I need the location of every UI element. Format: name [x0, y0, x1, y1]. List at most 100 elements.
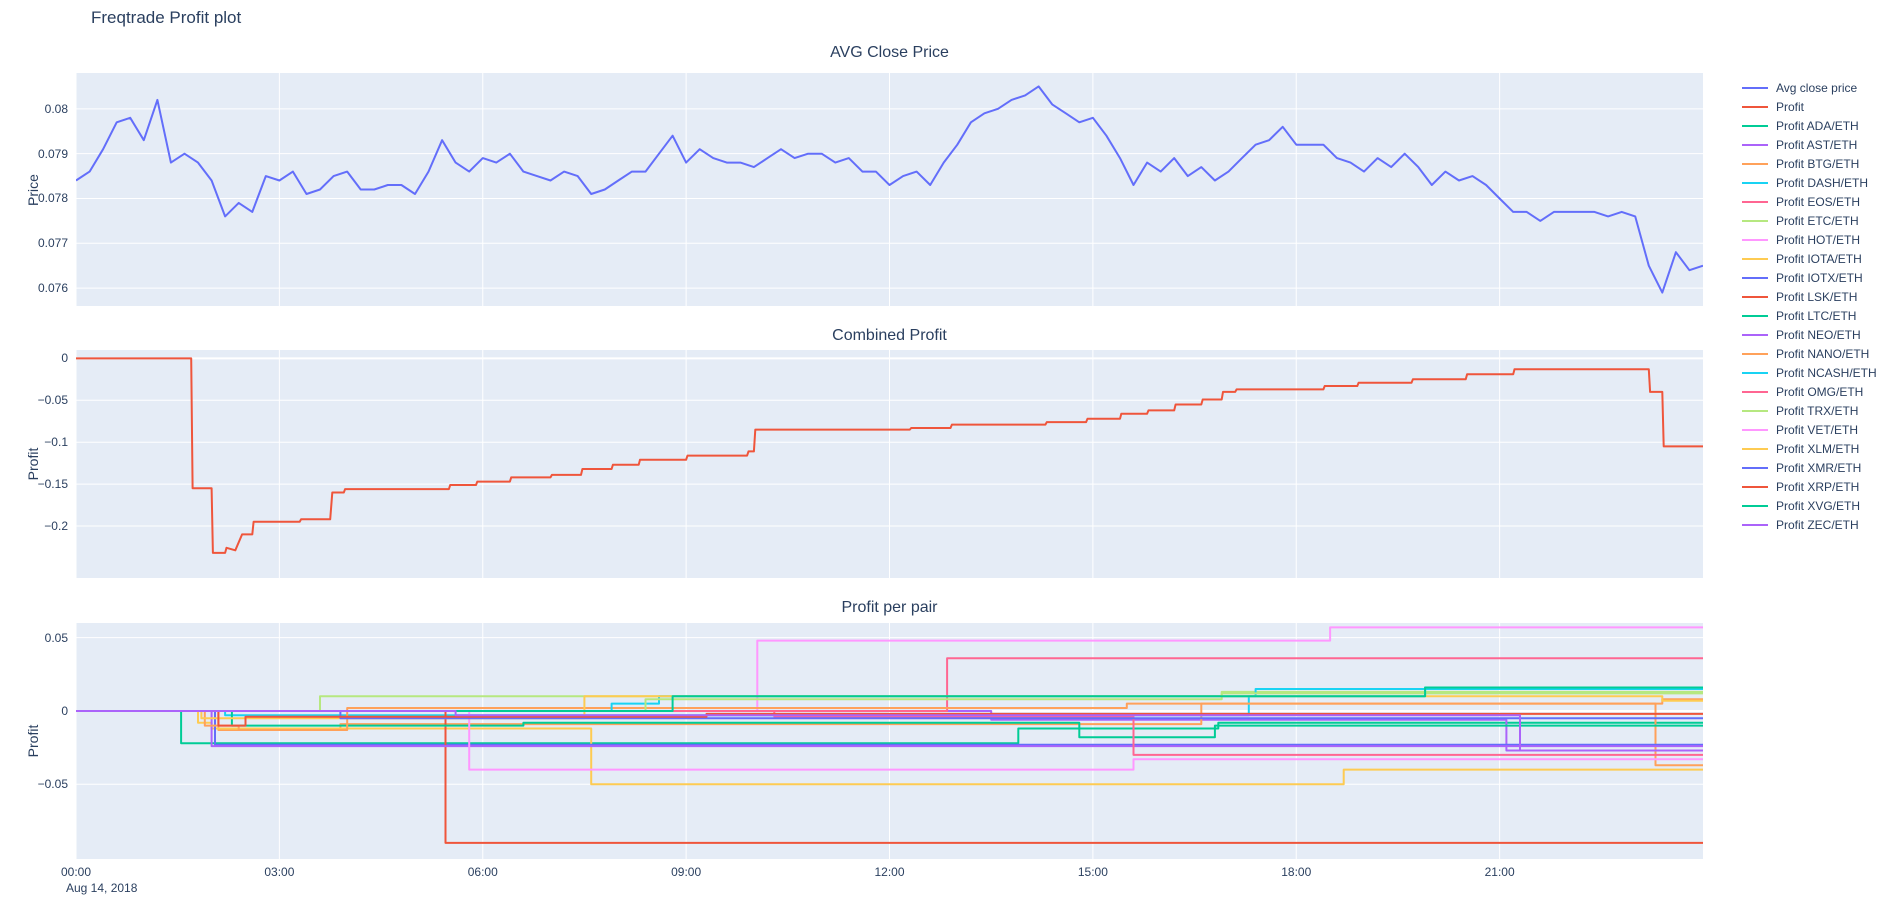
x-tick-label: 00:00 [60, 865, 92, 879]
series-profit [76, 357, 1703, 554]
x-tick-label: 09:00 [671, 865, 702, 879]
y-tick-label: 0 [61, 703, 68, 718]
subplot-title: Combined Profit [832, 327, 947, 344]
legend: Avg close price Profit Profit ADA/ETH Profi… [1742, 78, 1877, 534]
series-profit-iota-eth [76, 710, 1703, 786]
legend-item-label: Profit LSK/ETH [1776, 289, 1858, 304]
legend-line-sample [1742, 295, 1768, 298]
legend-item-label: Profit XRP/ETH [1776, 479, 1860, 494]
legend-line-sample [1742, 181, 1768, 184]
legend-item-label: Profit OMG/ETH [1776, 384, 1864, 399]
legend-line-sample [1742, 105, 1768, 108]
legend-line-sample [1742, 238, 1768, 241]
legend-line-sample [1742, 200, 1768, 203]
legend-item[interactable]: Avg close price [1742, 78, 1877, 97]
y-tick-label: −0.15 [37, 477, 68, 492]
y-tick-label: 0 [61, 351, 68, 366]
x-tick-label: 12:00 [874, 865, 905, 879]
legend-item[interactable]: Profit AST/ETH [1742, 135, 1877, 154]
legend-item[interactable]: Profit BTG/ETH [1742, 154, 1877, 173]
legend-item-label: Profit ZEC/ETH [1776, 517, 1859, 532]
legend-item[interactable]: Profit IOTA/ETH [1742, 249, 1877, 268]
legend-line-sample [1742, 86, 1768, 89]
plot-area-3[interactable] [76, 623, 1703, 859]
legend-line-sample [1742, 257, 1768, 260]
y-tick-label: 0.08 [44, 101, 68, 116]
legend-item-label: Profit HOT/ETH [1776, 232, 1861, 247]
series-profit-ada-eth [76, 710, 1703, 745]
legend-line-sample [1742, 333, 1768, 336]
y-axis-label: Profit [25, 447, 41, 481]
legend-item[interactable]: Profit ADA/ETH [1742, 116, 1877, 135]
x-tick-label: 21:00 [1484, 865, 1515, 879]
legend-item[interactable]: Profit LTC/ETH [1742, 306, 1877, 325]
legend-item-label: Profit LTC/ETH [1776, 308, 1857, 323]
y-tick-label: 0.079 [37, 146, 68, 161]
legend-item[interactable]: Profit NEO/ETH [1742, 325, 1877, 344]
legend-item-label: Profit TRX/ETH [1776, 403, 1859, 418]
legend-item-label: Profit NEO/ETH [1776, 327, 1861, 342]
legend-line-sample [1742, 352, 1768, 355]
y-tick-label: −0.05 [37, 393, 68, 408]
legend-item[interactable]: Profit EOS/ETH [1742, 192, 1877, 211]
y-tick-label: 0.076 [37, 281, 68, 296]
legend-item[interactable]: Profit NCASH/ETH [1742, 363, 1877, 382]
legend-item[interactable]: Profit ETC/ETH [1742, 211, 1877, 230]
legend-item[interactable]: Profit XLM/ETH [1742, 439, 1877, 458]
x-axis-date-label: Aug 14, 2018 [66, 881, 138, 895]
legend-item[interactable]: Profit NANO/ETH [1742, 344, 1877, 363]
legend-line-sample [1742, 485, 1768, 488]
plot-area-2[interactable] [76, 350, 1703, 578]
legend-item[interactable]: Profit [1742, 97, 1877, 116]
legend-item-label: Profit AST/ETH [1776, 137, 1858, 152]
legend-item-label: Profit NCASH/ETH [1776, 365, 1877, 380]
series-profit-zec-eth [76, 710, 1703, 752]
x-tick-label: 03:00 [264, 865, 295, 879]
legend-item-label: Profit XVG/ETH [1776, 498, 1861, 513]
legend-item[interactable]: Profit HOT/ETH [1742, 230, 1877, 249]
legend-item[interactable]: Profit LSK/ETH [1742, 287, 1877, 306]
y-tick-label: 0.078 [37, 191, 68, 206]
legend-item-label: Profit IOTX/ETH [1776, 270, 1863, 285]
legend-item-label: Profit DASH/ETH [1776, 175, 1869, 190]
legend-item[interactable]: Profit XMR/ETH [1742, 458, 1877, 477]
legend-item[interactable]: Profit XVG/ETH [1742, 496, 1877, 515]
legend-item[interactable]: Profit DASH/ETH [1742, 173, 1877, 192]
legend-line-sample [1742, 124, 1768, 127]
legend-item[interactable]: Profit IOTX/ETH [1742, 268, 1877, 287]
legend-item[interactable]: Profit VET/ETH [1742, 420, 1877, 439]
legend-item-label: Profit VET/ETH [1776, 422, 1859, 437]
legend-item-label: Profit XLM/ETH [1776, 441, 1860, 456]
subplot-title: Profit per pair [841, 599, 938, 616]
x-tick-label: 15:00 [1077, 865, 1108, 879]
y-tick-label: −0.1 [44, 435, 68, 450]
legend-item-label: Profit NANO/ETH [1776, 346, 1870, 361]
x-tick-label: 18:00 [1281, 865, 1312, 879]
legend-item-label: Avg close price [1776, 80, 1858, 95]
legend-line-sample [1742, 162, 1768, 165]
legend-line-sample [1742, 371, 1768, 374]
series-avg-close-price [76, 85, 1703, 294]
legend-line-sample [1742, 390, 1768, 393]
legend-item-label: Profit [1776, 99, 1805, 114]
plot-area-1[interactable] [76, 73, 1703, 306]
legend-item-label: Profit ETC/ETH [1776, 213, 1859, 228]
y-tick-label: 0.077 [37, 236, 68, 251]
legend-item[interactable]: Profit TRX/ETH [1742, 401, 1877, 420]
subplot-title: AVG Close Price [830, 44, 949, 61]
legend-line-sample [1742, 447, 1768, 450]
legend-line-sample [1742, 504, 1768, 507]
legend-line-sample [1742, 428, 1768, 431]
legend-item[interactable]: Profit OMG/ETH [1742, 382, 1877, 401]
legend-item[interactable]: Profit XRP/ETH [1742, 477, 1877, 496]
legend-line-sample [1742, 466, 1768, 469]
legend-item-label: Profit EOS/ETH [1776, 194, 1861, 209]
series-profit-xlm-eth [76, 695, 1703, 720]
legend-item-label: Profit ADA/ETH [1776, 118, 1859, 133]
legend-item-label: Profit BTG/ETH [1776, 156, 1860, 171]
legend-item[interactable]: Profit ZEC/ETH [1742, 515, 1877, 534]
y-axis-label: Profit [25, 724, 41, 758]
legend-line-sample [1742, 276, 1768, 279]
y-tick-label: −0.2 [44, 519, 68, 534]
